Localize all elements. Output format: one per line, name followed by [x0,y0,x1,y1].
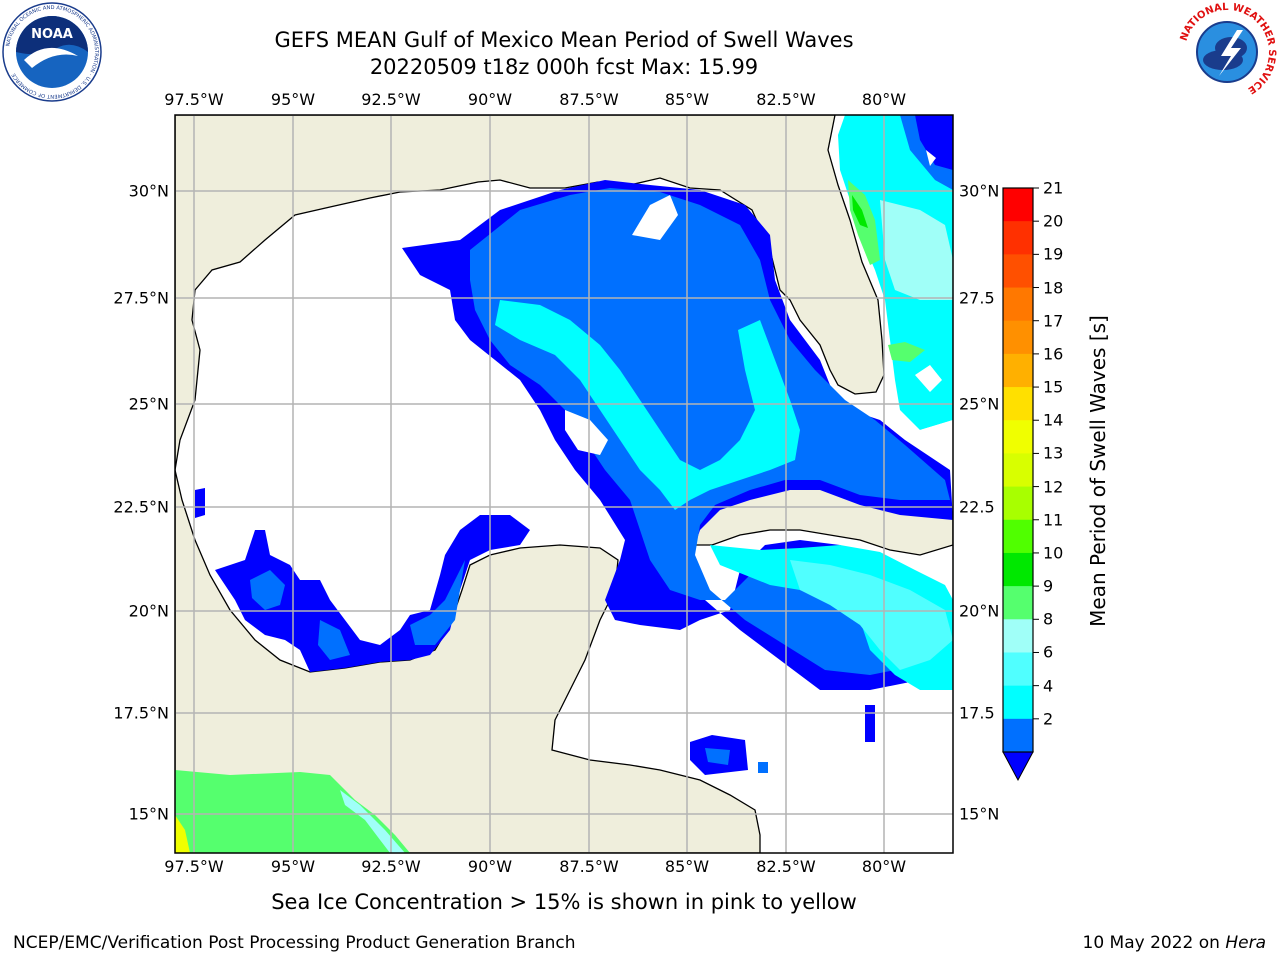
colorbar-segment [1003,353,1033,388]
colorbar-segment [1003,188,1033,222]
colorbar-label: 12 [1043,477,1064,497]
lat-tick-left: 27.5°N [113,288,169,308]
lon-tick-bottom: 85°W [664,857,710,876]
colorbar-segment [1003,519,1033,554]
colorbar-segment [1003,387,1033,421]
colorbar-label: 16 [1043,344,1064,364]
lon-tick-top: 90°W [467,90,513,109]
lat-tick-left: 22.5°N [113,497,169,517]
colorbar-segment [1003,718,1033,753]
lat-tick-right: 17.5 [959,703,995,723]
colorbar-label: 4 [1043,676,1054,696]
swell-period-field [195,115,953,775]
colorbar-extend-arrow [1002,751,1034,782]
lon-tick-bottom: 82.5°W [756,857,816,876]
field-pacific-edge [340,790,405,853]
field-pacific-max [175,815,190,853]
lon-tick-top: 92.5°W [361,90,421,109]
lat-tick-right: 27.5 [959,288,995,308]
map-frame [174,114,954,854]
noaa-logo-text: NOAA [31,27,73,42]
colorbar-label: 18 [1043,278,1064,298]
lon-tick-bottom: 80°W [861,857,907,876]
colorbar-label: 17 [1043,311,1064,331]
lon-tick-top: 87.5°W [559,90,619,109]
colorbar-title: Mean Period of Swell Waves [s] [1086,315,1110,627]
colorbar-segment [1003,221,1033,255]
sea-ice-caption: Sea Ice Concentration > 15% is shown in … [271,890,857,914]
lat-tick-right: 25°N [959,394,1000,414]
colorbar-segment [1003,652,1033,687]
lat-tick-left: 25°N [128,394,169,414]
footer-host: Hera [1225,933,1266,953]
lon-tick-bottom: 90°W [467,857,513,876]
colorbar-label: 6 [1043,642,1054,662]
lon-tick-top: 80°W [861,90,907,109]
colorbar-label: 15 [1043,377,1064,397]
colorbar-segment [1003,320,1033,355]
colorbar-segment [1003,552,1033,587]
lat-tick-right: 30°N [959,181,1000,201]
nws-logo: NATIONAL WEATHER SERVICE [1179,2,1277,100]
colorbar-segment [1003,685,1033,720]
colorbar-segment [1003,420,1033,454]
lat-tick-right: 22.5 [959,497,995,517]
lon-tick-top: 97.5°W [164,90,224,109]
lat-tick-left: 30°N [128,181,169,201]
colorbar-label: 9 [1043,576,1054,596]
land-north-america [175,115,885,471]
lat-tick-left: 20°N [128,601,169,621]
colorbar-segment [1003,287,1033,322]
lon-tick-top: 85°W [664,90,710,109]
colorbar-segment [1003,586,1033,620]
colorbar-label: 8 [1043,609,1054,629]
colorbar-segment [1003,486,1033,521]
lat-tick-right: 15°N [959,804,1000,824]
footer-credit: NCEP/EMC/Verification Post Processing Pr… [13,933,576,953]
lon-tick-top: 82.5°W [756,90,816,109]
lat-tick-left: 17.5°N [113,703,169,723]
colorbar-label: 10 [1043,543,1064,563]
colorbar-segment [1003,619,1033,653]
lon-tick-bottom: 97.5°W [164,857,224,876]
land-masses [175,115,953,853]
lon-tick-top: 95°W [270,90,316,109]
colorbar-label: 14 [1043,410,1064,430]
noaa-logo: NATIONAL OCEANIC AND ATMOSPHERIC ADMINIS… [2,2,102,102]
lat-tick-left: 15°N [128,804,169,824]
footer-date-text: 10 May 2022 on [1082,933,1226,953]
colorbar-label: 2 [1043,709,1054,729]
lon-tick-bottom: 87.5°W [559,857,619,876]
colorbar-segment [1003,254,1033,289]
field-gaps [555,150,953,525]
lon-tick-bottom: 92.5°W [361,857,421,876]
graticule [175,115,953,853]
colorbar-label: 20 [1043,211,1064,231]
colorbar-label: 11 [1043,510,1064,530]
colorbar-label: 13 [1043,443,1064,463]
colorbar-label: 19 [1043,244,1064,264]
colorbar-segment [1003,453,1033,488]
lon-tick-bottom: 95°W [270,857,316,876]
colorbar [1002,187,1039,782]
land-mexico [175,469,761,853]
map-title: GEFS MEAN Gulf of Mexico Mean Period of … [274,28,854,52]
colorbar-frame [1002,187,1034,753]
colorbar-label: 21 [1043,178,1064,198]
lat-tick-right: 20°N [959,601,1000,621]
map-subtitle: 20220509 t18z 000h fcst Max: 15.99 [369,55,759,79]
footer-date: 10 May 2022 on Hera [1083,933,1267,953]
